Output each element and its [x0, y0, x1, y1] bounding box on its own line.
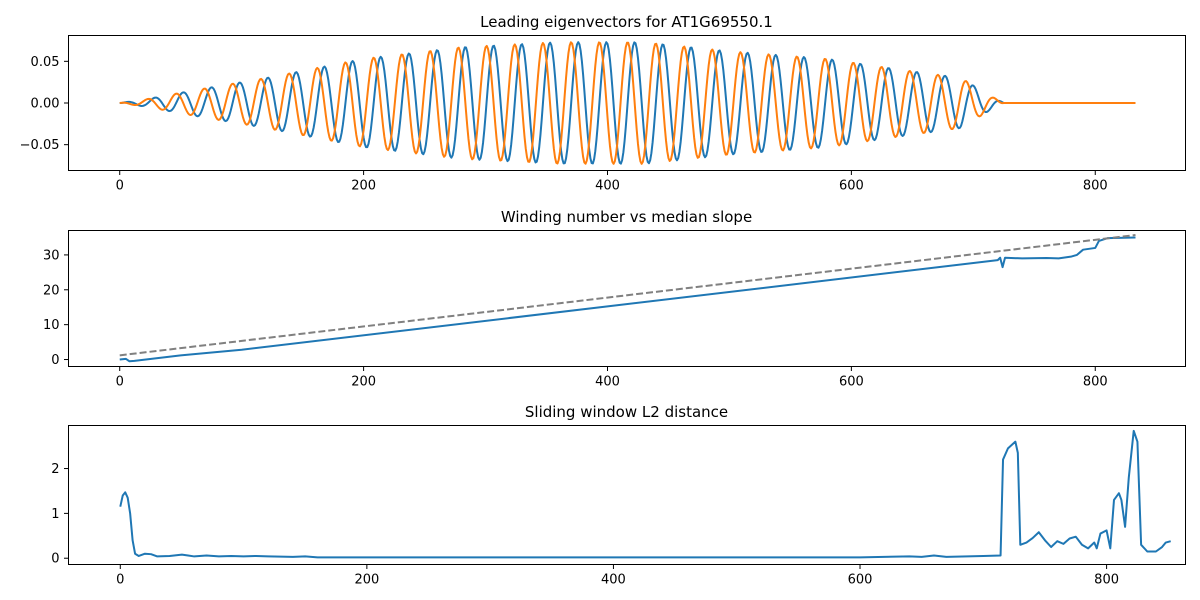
panel-winding: Winding number vs median slope 0 200 400 60… [43, 208, 1186, 390]
y-tick-label: 0.05 [31, 55, 60, 70]
x-tick-label: 0 [116, 573, 124, 588]
x-tick-label: 800 [1083, 179, 1108, 194]
y-tick-label: 10 [43, 318, 60, 333]
plot-area [119, 429, 1171, 559]
x-tick-label: 800 [1094, 573, 1119, 588]
plot-area [119, 234, 1136, 363]
y-tick-label: 0 [51, 552, 59, 567]
series-line-1 [119, 41, 1136, 165]
series-line-2 [119, 41, 1136, 165]
series-line-1 [119, 429, 1171, 559]
panel-l2-distance: Sliding window L2 distance 0 200 400 600 800… [51, 403, 1186, 588]
axes-frame [68, 425, 1186, 565]
y-tick-label: −0.05 [20, 138, 60, 153]
y-axis: −0.05 0.00 0.05 [20, 55, 69, 153]
x-axis: 0 200 400 600 800 [116, 564, 1119, 588]
y-axis: 0 10 20 30 [43, 248, 69, 368]
x-tick-label: 800 [1083, 375, 1108, 390]
axes-frame [68, 230, 1186, 367]
chart-title: Winding number vs median slope [501, 208, 752, 226]
y-axis: 0 1 2 [51, 462, 69, 567]
chart-title: Sliding window L2 distance [525, 403, 728, 421]
x-tick-label: 0 [116, 375, 124, 390]
x-axis: 0 200 400 600 800 [116, 170, 1108, 194]
x-tick-label: 600 [839, 179, 864, 194]
x-tick-label: 600 [839, 375, 864, 390]
y-tick-label: 0 [51, 353, 59, 368]
y-tick-label: 30 [43, 248, 60, 263]
y-tick-label: 1 [51, 507, 59, 522]
plot-area [119, 41, 1136, 165]
y-tick-label: 0.00 [31, 97, 60, 112]
x-axis: 0 200 400 600 800 [116, 366, 1108, 390]
x-tick-label: 400 [595, 375, 620, 390]
x-tick-label: 400 [595, 179, 620, 194]
y-tick-label: 20 [43, 283, 60, 298]
series-line-2 [119, 234, 1136, 357]
x-tick-label: 200 [351, 375, 376, 390]
x-tick-label: 400 [601, 573, 626, 588]
chart-title: Leading eigenvectors for AT1G69550.1 [480, 13, 773, 31]
x-tick-label: 200 [351, 179, 376, 194]
panel-eigenvectors: Leading eigenvectors for AT1G69550.1 0 20… [20, 13, 1186, 194]
x-tick-label: 0 [116, 179, 124, 194]
series-line-1 [119, 236, 1136, 363]
x-tick-label: 600 [848, 573, 873, 588]
x-tick-label: 200 [354, 573, 379, 588]
y-tick-label: 2 [51, 462, 59, 477]
